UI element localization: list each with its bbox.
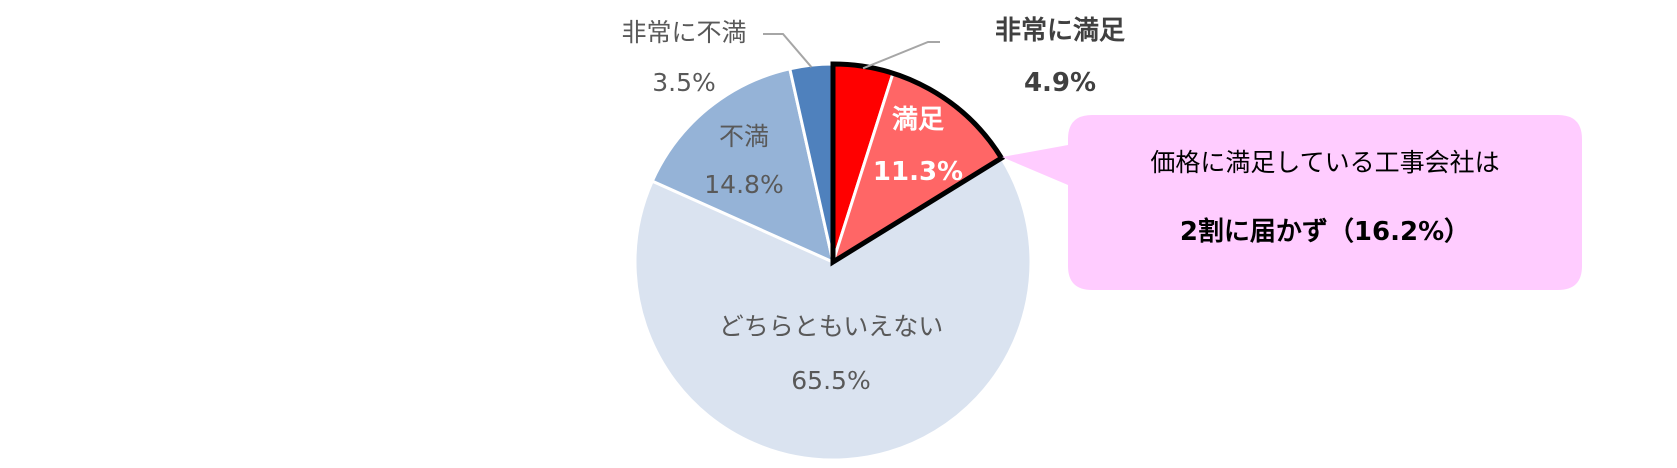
slice-label-very-dissatisfied: 非常に不満 (621, 18, 746, 47)
slice-value-very-satisfied: 4.9% (1024, 68, 1096, 98)
leader-line-very-satisfied (862, 41, 940, 70)
pie-slice-neutral (633, 155, 1033, 462)
slice-value-very-dissatisfied: 3.5% (652, 68, 716, 97)
slice-label-very-satisfied: 非常に満足 (995, 16, 1125, 46)
slice-label-neutral: どちらともいえない (719, 312, 944, 341)
callout-text-line2: 2割に届かず（16.2%） (1180, 216, 1470, 247)
callout-bubble (1002, 115, 1582, 290)
slice-label-satisfied: 満足 (892, 105, 944, 135)
highlight-outline-path (830, 61, 1005, 267)
slice-value-satisfied: 11.3% (873, 157, 963, 187)
slice-value-dissatisfied: 14.8% (704, 170, 783, 199)
callout-text-line1: 価格に満足している工事会社は (1150, 148, 1499, 177)
highlight-outline (830, 61, 1005, 267)
slice-label-dissatisfied: 不満 (719, 122, 769, 151)
leader-line-very-dissatisfied (763, 33, 813, 68)
slice-value-neutral: 65.5% (791, 366, 870, 395)
pie-slice-dissatisfied (650, 66, 836, 265)
